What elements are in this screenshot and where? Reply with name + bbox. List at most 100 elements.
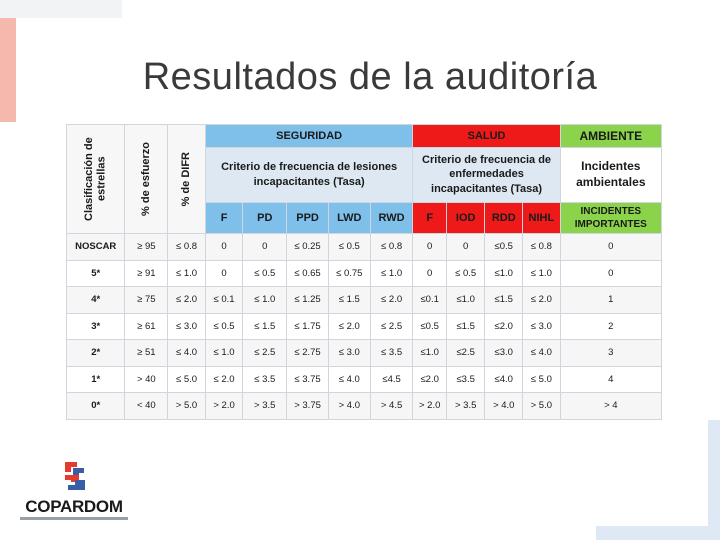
table-cell: ≤ 0.75 (327, 259, 371, 287)
table-cell: 0 (204, 259, 244, 287)
criteria-salud: Criterio de frecuencia de enfermedades i… (412, 146, 561, 204)
row-label-cell: 1* (65, 365, 126, 393)
table-cell: ≤ 5.0 (167, 365, 206, 393)
table-cell: > 4.0 (484, 392, 524, 420)
copardom-logo-icon (65, 462, 85, 490)
header-effort: % de esfuerzo (124, 124, 169, 234)
row-label-cell: 0* (65, 392, 126, 420)
table-cell: > 4.0 (327, 392, 371, 420)
group-header-seguridad: SEGURIDAD (204, 124, 414, 148)
table-cell: ≤ 4.0 (327, 365, 371, 393)
slide-title: Resultados de la auditoría (142, 56, 598, 98)
table-cell: ≤ 2.75 (286, 339, 329, 367)
table-cell: > 40 (124, 365, 169, 393)
table-cell: ≤ 3.5 (369, 339, 414, 367)
copardom-logo: COPARDOM (18, 460, 130, 524)
table-body: NOSCAR ≥ 95 ≤ 0.8 0 0 ≤ 0.25 ≤ 0.5 ≤ 0.8 0 0 ≤0.5 ≤… (65, 233, 663, 420)
column-header: PD (242, 202, 288, 234)
table-cell: 0 (445, 233, 486, 261)
table-cell: ≤4.5 (369, 365, 414, 393)
table-cell: ≤1.0 (412, 339, 447, 367)
criteria-seguridad: Criterio de frecuencia de lesiones incap… (204, 146, 414, 204)
table-cell: ≤ 3.0 (167, 312, 206, 340)
column-header: NIHL (522, 202, 561, 234)
header-star-rating: Clasificación de estrellas (65, 124, 126, 234)
table-cell: ≤ 0.25 (286, 233, 329, 261)
table-cell: ≤ 0.65 (286, 259, 329, 287)
table-cell: 0 (559, 259, 663, 287)
table-cell: ≤ 2.5 (369, 312, 414, 340)
table-cell: ≥ 95 (124, 233, 169, 261)
audit-results-table: Clasificación de estrellas % de esfuerzo… (65, 124, 663, 420)
table-cell: ≤ 1.0 (204, 339, 244, 367)
column-header: LWD (327, 202, 371, 234)
table-cell: ≤ 5.0 (522, 365, 561, 393)
decor-red-bar (0, 18, 16, 122)
table-cell: ≤2.0 (484, 312, 524, 340)
row-label-cell: NOSCAR (65, 233, 126, 261)
table-row: 1* > 40 ≤ 5.0 ≤ 2.0 ≤ 3.5 ≤ 3.75 ≤ 4.0 ≤4.5 ≤2.0… (65, 365, 663, 393)
table-cell: ≤ 0.5 (204, 312, 244, 340)
table-cell: ≤ 2.0 (327, 312, 371, 340)
column-header: INCIDENTES IMPORTANTES (559, 202, 663, 234)
table-cell: 3 (559, 339, 663, 367)
table-cell: ≤ 4.0 (522, 339, 561, 367)
table-cell: > 2.0 (204, 392, 244, 420)
table-cell: ≤ 0.5 (242, 259, 288, 287)
decor-blue-bar (708, 420, 720, 526)
table-cell: > 3.5 (242, 392, 288, 420)
column-header: IOD (445, 202, 486, 234)
decor-bottom-right-block (596, 526, 720, 540)
table-cell: ≤ 2.0 (167, 286, 206, 314)
table-cell: ≤ 2.0 (522, 286, 561, 314)
copardom-logo-text: COPARDOM (25, 497, 123, 516)
row-label-cell: 3* (65, 312, 126, 340)
logo-fine-print-line (20, 517, 128, 520)
table-cell: 2 (559, 312, 663, 340)
table-cell: ≤ 0.8 (522, 233, 561, 261)
table-cell: ≤ 4.0 (167, 339, 206, 367)
table-cell: 0 (412, 259, 447, 287)
table-cell: ≤ 0.5 (445, 259, 486, 287)
table-cell: > 2.0 (412, 392, 447, 420)
table-cell: 0 (204, 233, 244, 261)
table-cell: > 3.75 (286, 392, 329, 420)
table-cell: 0 (559, 233, 663, 261)
audit-results-table-container: Clasificación de estrellas % de esfuerzo… (65, 124, 663, 420)
table-cell: ≤2.5 (445, 339, 486, 367)
table-cell: > 3.5 (445, 392, 486, 420)
table-cell: 0 (242, 233, 288, 261)
column-header: RWD (369, 202, 414, 234)
table-cell: > 5.0 (522, 392, 561, 420)
table-row: 0* < 40 > 5.0 > 2.0 > 3.5 > 3.75 > 4.0 > 4.5 > 2… (65, 392, 663, 420)
column-header: PPD (286, 202, 329, 234)
table-cell: ≤ 3.0 (327, 339, 371, 367)
group-header-salud: SALUD (412, 124, 561, 148)
table-cell: ≤ 0.8 (167, 233, 206, 261)
criteria-ambiente: Incidentes ambientales (559, 146, 663, 204)
table-cell: ≤1.0 (484, 259, 524, 287)
column-header: F (204, 202, 244, 234)
table-cell: > 4.5 (369, 392, 414, 420)
table-cell: < 40 (124, 392, 169, 420)
table-cell: ≤ 1.75 (286, 312, 329, 340)
table-cell: ≤3.5 (445, 365, 486, 393)
table-row: 2* ≥ 51 ≤ 4.0 ≤ 1.0 ≤ 2.5 ≤ 2.75 ≤ 3.0 ≤ 3.5 ≤1.… (65, 339, 663, 367)
table-row: NOSCAR ≥ 95 ≤ 0.8 0 0 ≤ 0.25 ≤ 0.5 ≤ 0.8 0 0 ≤0.5 ≤… (65, 233, 663, 261)
column-header: F (412, 202, 447, 234)
decor-top-left-block (0, 0, 122, 18)
table-cell: ≤1.5 (484, 286, 524, 314)
table-cell: > 4 (559, 392, 663, 420)
table-cell: ≥ 75 (124, 286, 169, 314)
header-difr: % de DIFR (167, 124, 206, 234)
table-cell: ≤0.5 (484, 233, 524, 261)
table-cell: > 5.0 (167, 392, 206, 420)
table-cell: ≤ 1.5 (242, 312, 288, 340)
table-cell: 4 (559, 365, 663, 393)
table-cell: ≤ 0.5 (327, 233, 371, 261)
row-label-cell: 4* (65, 286, 126, 314)
table-row: 4* ≥ 75 ≤ 2.0 ≤ 0.1 ≤ 1.0 ≤ 1.25 ≤ 1.5 ≤ 2.0 ≤0.… (65, 286, 663, 314)
table-cell: ≤ 0.1 (204, 286, 244, 314)
table-cell: ≤ 1.5 (327, 286, 371, 314)
table-cell: ≤ 3.5 (242, 365, 288, 393)
